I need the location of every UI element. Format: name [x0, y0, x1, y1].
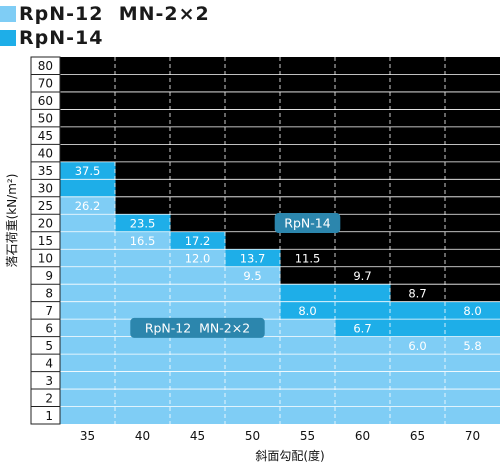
legend-swatch-rpn14: [0, 30, 16, 46]
annotation-label-2: RpN-12 MN-2×2: [145, 320, 250, 335]
y-tick-label: 1: [45, 409, 53, 423]
x-tick-label: 60: [355, 429, 370, 443]
data-label: 23.5: [130, 217, 156, 231]
legend-swatch-rpn12: [0, 6, 16, 22]
x-axis-title: 斜面勾配(度): [255, 448, 324, 462]
y-tick-label: 5: [45, 339, 53, 353]
data-label: 6.0: [408, 339, 426, 353]
y-axis-title: 落石荷重(kN/m²): [5, 174, 19, 268]
annotation-badge-2: [130, 317, 265, 338]
x-tick-label: 65: [410, 429, 425, 443]
y-tick-label: 70: [38, 77, 53, 91]
y-tick-label: 50: [38, 112, 53, 126]
series-region-1-col-60: [335, 336, 391, 424]
x-tick-label: 40: [135, 429, 150, 443]
data-label: 8.0: [463, 304, 481, 318]
y-tick-label: 30: [38, 182, 53, 196]
y-tick-label: 80: [38, 59, 53, 73]
y-tick-label: 15: [38, 234, 53, 248]
x-tick-label: 70: [465, 429, 480, 443]
data-label: 17.2: [185, 234, 211, 248]
data-label: 6.7: [353, 321, 371, 335]
y-tick-label: 8: [45, 286, 53, 300]
annotation-badge-1: [274, 213, 341, 234]
series-region-1-col-65: [390, 336, 446, 424]
y-tick-label: 6: [45, 321, 53, 335]
legend-label-rpn12: RpN-12 MN-2×2: [19, 3, 210, 25]
y-tick-label: 7: [45, 304, 53, 318]
data-label: 8.0: [298, 304, 316, 318]
legend: RpN-12 MN-2×2 RpN-14: [0, 0, 360, 50]
series-region-1-col-70: [445, 336, 500, 424]
y-tick-label: 4: [45, 356, 53, 370]
y-tick-label: 9: [45, 269, 53, 283]
x-tick-label: 55: [300, 429, 315, 443]
legend-item-rpn12: RpN-12 MN-2×2: [0, 3, 210, 25]
x-tick-label: 45: [190, 429, 205, 443]
data-label: 9.7: [353, 269, 371, 283]
y-tick-label: 25: [38, 199, 53, 213]
data-label: 11.5: [295, 251, 321, 265]
y-tick-label: 40: [38, 147, 53, 161]
annotation-label-1: RpN-14: [284, 216, 330, 231]
x-tick-label: 35: [80, 429, 95, 443]
data-label: 13.7: [240, 251, 266, 265]
y-tick-label: 2: [45, 391, 53, 405]
x-tick-label: 50: [245, 429, 260, 443]
data-label: 16.5: [130, 234, 156, 248]
y-tick-label: 45: [38, 129, 53, 143]
legend-item-rpn14: RpN-14: [0, 27, 103, 49]
y-tick-label: 60: [38, 94, 53, 108]
data-label: 26.2: [75, 199, 101, 213]
y-tick-label: 3: [45, 374, 53, 388]
data-label: 9.5: [243, 269, 261, 283]
y-tick-label: 20: [38, 217, 53, 231]
series-region-1-col-50: [225, 266, 281, 424]
data-label: 12.0: [185, 251, 211, 265]
data-label: 8.7: [408, 286, 426, 300]
data-label: 5.8: [463, 339, 481, 353]
legend-label-rpn14: RpN-14: [19, 27, 104, 49]
y-tick-label: 35: [38, 164, 53, 178]
data-label: 37.5: [75, 164, 101, 178]
series-region-1-col-35: [60, 196, 116, 424]
y-tick-label: 10: [38, 251, 53, 265]
